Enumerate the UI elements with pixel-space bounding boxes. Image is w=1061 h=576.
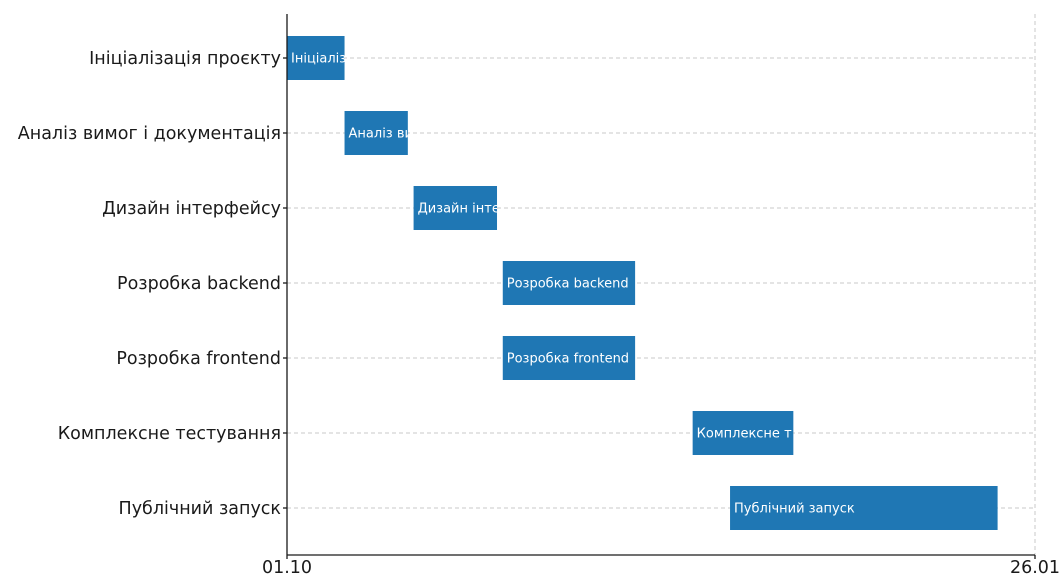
task-name-label: Розробка frontend: [116, 349, 281, 369]
task-bar: [413, 186, 498, 230]
task-name-label: Ініціалізація проєкту: [89, 49, 281, 69]
task-bar-label: Публічний запуск: [734, 502, 855, 517]
task-bar-label: Розробка frontend: [507, 352, 629, 367]
x-tick-label: 01.10: [262, 558, 312, 576]
task-labels: Ініціалізація проєкту Аналіз вимог і доку…: [18, 49, 287, 519]
task-bar: [502, 261, 636, 305]
task-bar-label: Комплексне т: [697, 427, 792, 442]
x-tick-label: 26.01: [1010, 558, 1060, 576]
task-bar-label: Ініціаліз: [291, 52, 346, 67]
task-name-label: Аналіз вимог і документація: [18, 124, 281, 144]
task-bars: Ініціаліз Аналіз ви Дизайн інте Розробка ba…: [287, 36, 998, 530]
task-bar-label: Дизайн інте: [418, 202, 500, 217]
task-bar: [692, 411, 794, 455]
x-ticks: 01.10 26.01: [262, 555, 1060, 576]
task-name-label: Комплексне тестування: [58, 424, 281, 444]
task-name-label: Публічний запуск: [119, 499, 281, 519]
grid-lines: [286, 14, 1036, 555]
task-bar-label: Розробка backend: [507, 277, 629, 292]
task-bar: [344, 111, 408, 155]
task-bar: [502, 336, 636, 380]
task-name-label: Дизайн інтерфейсу: [102, 199, 281, 219]
task-bar: [730, 486, 998, 530]
task-bar-label: Аналіз ви: [349, 127, 413, 142]
task-name-label: Розробка backend: [117, 274, 281, 294]
task-bar: [287, 36, 345, 80]
axes: [286, 14, 1035, 556]
